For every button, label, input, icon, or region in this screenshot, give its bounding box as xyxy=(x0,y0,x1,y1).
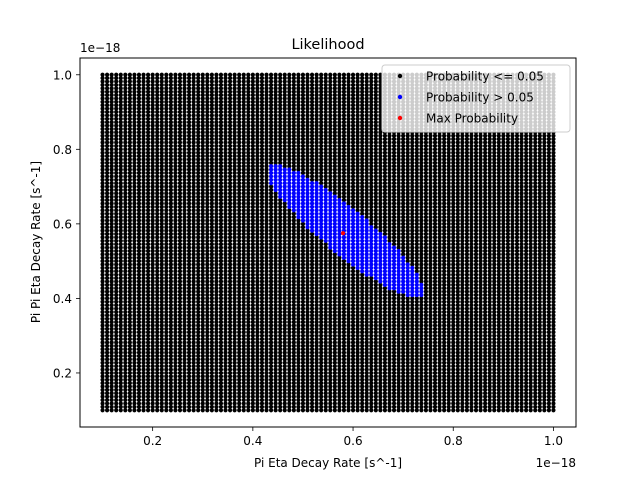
y-tick-label: 1.0 xyxy=(53,68,72,82)
x-axis-offset: 1e−18 xyxy=(536,456,576,470)
x-axis-label: Pi Eta Decay Rate [s^-1] xyxy=(254,456,402,470)
chart-title: Likelihood xyxy=(291,37,364,53)
y-axis-ticks: 0.2 0.4 0.6 0.8 1.0 xyxy=(53,68,80,380)
y-tick-label: 0.4 xyxy=(53,292,72,306)
legend-label-low: Probability <= 0.05 xyxy=(426,70,544,84)
legend-label-high: Probability > 0.05 xyxy=(426,91,534,105)
series-high-probability-points xyxy=(268,164,424,298)
x-tick-label: 0.4 xyxy=(243,434,262,448)
x-tick-label: 0.2 xyxy=(143,434,162,448)
y-tick-label: 0.2 xyxy=(53,366,72,380)
x-tick-label: 0.8 xyxy=(444,434,463,448)
scatter-points xyxy=(100,72,556,413)
y-tick-label: 0.6 xyxy=(53,217,72,231)
legend: Probability <= 0.05 Probability > 0.05 M… xyxy=(381,64,571,133)
max-probability-point xyxy=(340,231,346,236)
x-axis-ticks: 0.2 0.4 0.6 0.8 1.0 xyxy=(143,427,563,448)
legend-box xyxy=(381,64,571,133)
x-tick-label: 1.0 xyxy=(544,434,563,448)
legend-marker-high xyxy=(397,94,403,100)
legend-label-max: Max Probability xyxy=(426,112,518,126)
legend-marker-max xyxy=(397,115,403,121)
x-tick-label: 0.6 xyxy=(344,434,363,448)
plot-frame xyxy=(79,57,577,428)
y-axis-offset: 1e−18 xyxy=(80,41,120,55)
y-tick-label: 0.8 xyxy=(53,143,72,157)
y-axis-label: Pi Pi Eta Decay Rate [s^-1] xyxy=(29,161,43,323)
legend-marker-low xyxy=(397,73,403,79)
